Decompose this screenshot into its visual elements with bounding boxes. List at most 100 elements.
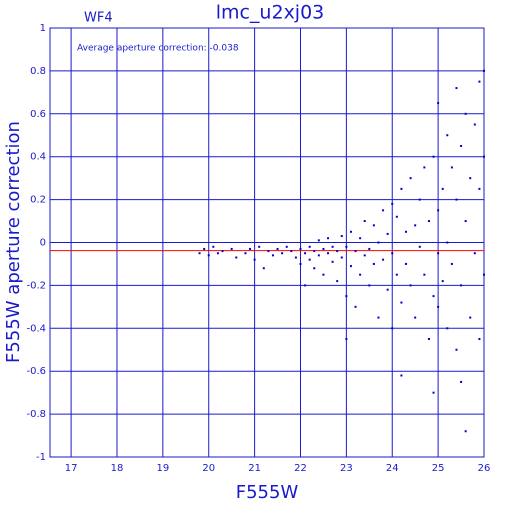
point <box>198 252 201 255</box>
point <box>331 245 334 248</box>
point <box>244 252 247 255</box>
point <box>377 241 380 244</box>
point <box>409 177 412 180</box>
point <box>437 102 440 105</box>
point <box>267 250 270 253</box>
point <box>349 265 352 268</box>
point <box>372 224 375 227</box>
point <box>345 295 348 298</box>
point <box>386 232 389 235</box>
y-tick-label: 0.8 <box>30 66 46 77</box>
point <box>427 220 430 223</box>
point <box>395 215 398 218</box>
point <box>345 338 348 341</box>
point <box>460 380 463 383</box>
point <box>336 280 339 283</box>
point <box>271 254 274 257</box>
y-tick-label: -0.8 <box>26 409 46 420</box>
point <box>354 250 357 253</box>
point <box>331 260 334 263</box>
point <box>455 198 458 201</box>
point <box>478 187 481 190</box>
point <box>483 69 485 72</box>
point <box>345 245 348 248</box>
x-tick-label: 17 <box>65 463 78 474</box>
y-axis-label: F555W aperture correction <box>3 121 24 363</box>
point <box>400 374 403 377</box>
point <box>405 262 408 265</box>
x-tick-label: 20 <box>202 463 215 474</box>
y-tick-label: 1 <box>40 23 46 34</box>
x-tick-label: 19 <box>156 463 169 474</box>
x-tick-label: 21 <box>248 463 261 474</box>
point <box>207 254 210 257</box>
point <box>221 250 224 253</box>
point <box>281 252 284 255</box>
point <box>359 273 362 276</box>
point <box>455 348 458 351</box>
point <box>340 235 343 238</box>
point <box>450 166 453 169</box>
x-tick-label: 26 <box>478 463 491 474</box>
x-tick-label: 18 <box>111 463 124 474</box>
point <box>216 252 219 255</box>
point <box>483 273 485 276</box>
point <box>313 267 316 270</box>
point <box>308 245 311 248</box>
y-tick-label: 0.4 <box>30 152 46 163</box>
x-tick-label: 22 <box>294 463 307 474</box>
point <box>432 295 435 298</box>
y-tick-label: -0.6 <box>26 366 46 377</box>
point <box>317 239 320 242</box>
point <box>253 258 256 261</box>
point <box>446 241 449 244</box>
panel-label: WF4 <box>84 11 113 26</box>
point <box>354 305 357 308</box>
point <box>464 112 467 115</box>
point <box>460 284 463 287</box>
x-tick-label: 24 <box>386 463 399 474</box>
point <box>432 155 435 158</box>
point <box>363 220 366 223</box>
point <box>423 166 426 169</box>
point <box>432 391 435 394</box>
point <box>400 301 403 304</box>
point <box>469 177 472 180</box>
point <box>409 284 412 287</box>
point <box>427 338 430 341</box>
point <box>437 209 440 212</box>
point <box>359 237 362 240</box>
point <box>473 123 476 126</box>
point <box>368 247 371 250</box>
point <box>405 230 408 233</box>
point <box>483 155 485 158</box>
point <box>437 252 440 255</box>
y-tick-label: 0 <box>40 238 46 249</box>
point <box>327 237 330 240</box>
point <box>414 224 417 227</box>
point <box>446 134 449 137</box>
point <box>290 250 293 253</box>
point <box>299 262 302 265</box>
point <box>478 80 481 83</box>
point <box>304 284 307 287</box>
point <box>276 247 279 250</box>
point <box>437 305 440 308</box>
point <box>372 262 375 265</box>
point <box>340 256 343 259</box>
point <box>441 280 444 283</box>
point <box>450 262 453 265</box>
point <box>327 252 330 255</box>
point <box>382 209 385 212</box>
point <box>308 258 311 261</box>
point <box>304 252 307 255</box>
point <box>368 284 371 287</box>
point <box>249 247 252 250</box>
y-tick-label: -0.2 <box>26 280 46 291</box>
point <box>414 316 417 319</box>
x-tick-label: 23 <box>340 463 353 474</box>
y-tick-label: 0.2 <box>30 195 46 206</box>
point <box>464 430 467 433</box>
